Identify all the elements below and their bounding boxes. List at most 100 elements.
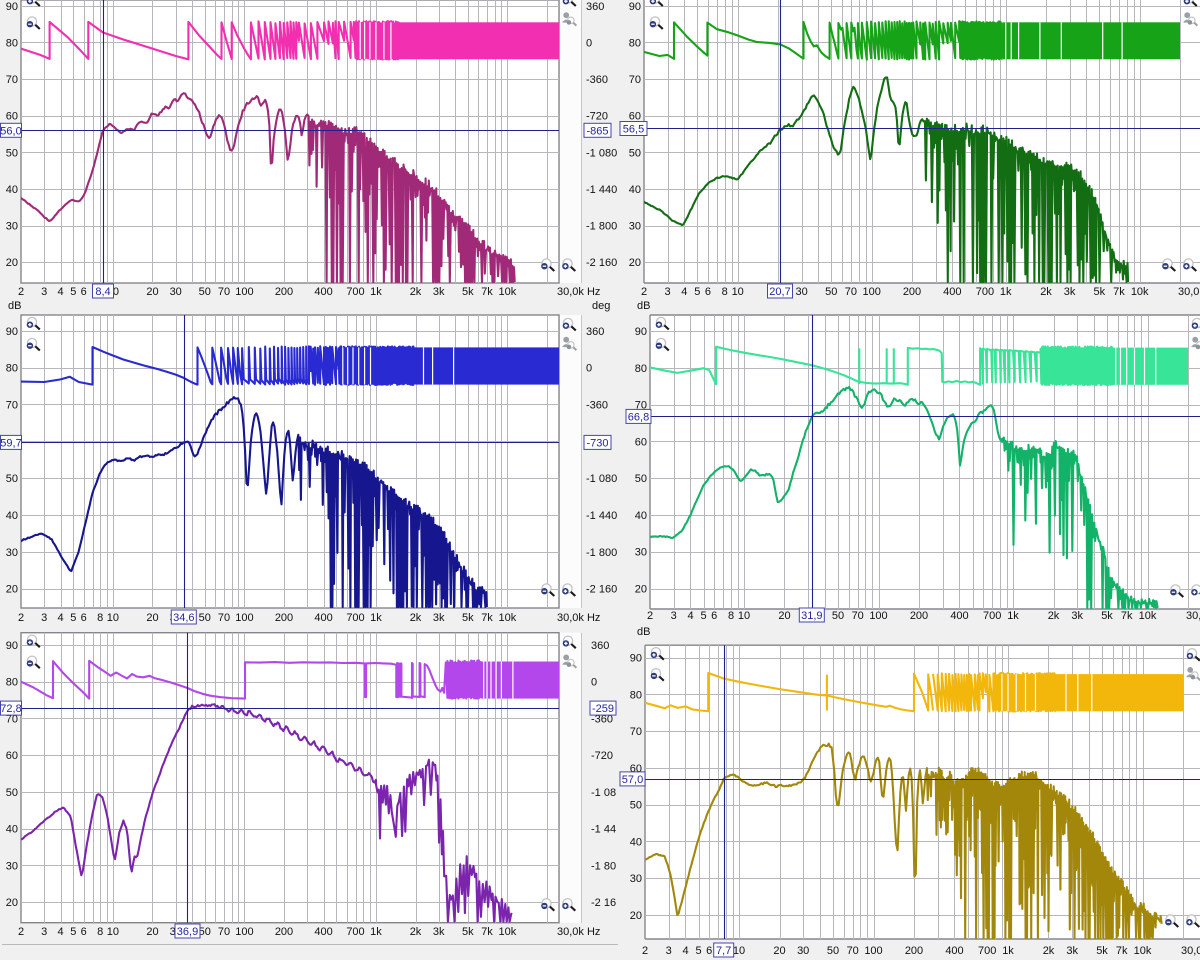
svg-text:90: 90 [6,326,18,338]
svg-text:70: 70 [629,74,641,86]
svg-text:400: 400 [943,286,961,298]
svg-text:2: 2 [18,926,24,938]
svg-text:100: 100 [869,610,887,622]
svg-text:70: 70 [6,400,18,412]
svg-text:50: 50 [832,610,844,622]
svg-text:30: 30 [630,873,642,885]
svg-text:6: 6 [81,926,87,938]
svg-text:80: 80 [629,37,641,49]
svg-text:dB: dB [637,626,650,638]
svg-text:2: 2 [18,286,24,298]
svg-text:50: 50 [6,473,18,485]
svg-text:3: 3 [666,945,672,957]
svg-text:59,7: 59,7 [0,437,21,449]
svg-text:20: 20 [773,945,785,957]
svg-text:4: 4 [687,610,693,622]
svg-text:-2 16: -2 16 [591,897,616,909]
svg-text:-360: -360 [591,713,613,725]
svg-text:4: 4 [58,926,64,938]
svg-text:3k: 3k [433,926,445,938]
svg-text:10k: 10k [499,612,517,624]
svg-text:-865: -865 [586,125,608,137]
svg-text:700: 700 [346,286,364,298]
svg-text:50: 50 [6,787,18,799]
svg-text:90: 90 [6,1,18,13]
svg-text:2k: 2k [410,926,422,938]
svg-text:8: 8 [728,610,734,622]
svg-text:10k: 10k [1131,286,1149,298]
svg-text:20,7: 20,7 [769,286,790,298]
svg-text:6: 6 [81,286,87,298]
svg-text:70: 70 [218,286,230,298]
svg-text:3k: 3k [1064,286,1076,298]
svg-text:-2 160: -2 160 [586,584,617,596]
svg-text:400: 400 [950,610,968,622]
svg-text:90: 90 [6,640,18,652]
svg-text:6: 6 [705,286,711,298]
svg-text:70: 70 [6,74,18,86]
svg-text:56,5: 56,5 [623,124,644,136]
svg-text:30,0k Hz: 30,0k Hz [557,286,600,298]
svg-text:70: 70 [847,945,859,957]
svg-text:100: 100 [863,286,881,298]
svg-text:3: 3 [41,286,47,298]
svg-text:80: 80 [6,677,18,689]
svg-text:-1 440: -1 440 [586,510,617,522]
svg-text:30: 30 [629,221,641,233]
svg-text:400: 400 [314,612,332,624]
svg-text:66,8: 66,8 [628,411,649,423]
svg-text:40: 40 [6,824,18,836]
svg-text:90: 90 [635,326,647,338]
svg-text:400: 400 [945,945,963,957]
svg-text:50: 50 [6,147,18,159]
svg-text:700: 700 [346,926,364,938]
svg-text:70: 70 [852,610,864,622]
svg-text:10: 10 [732,286,744,298]
svg-text:2k: 2k [410,286,422,298]
svg-text:5: 5 [70,612,76,624]
svg-text:dB: dB [637,300,650,312]
svg-text:200: 200 [910,610,928,622]
svg-text:3k: 3k [433,612,445,624]
svg-text:70: 70 [6,713,18,725]
svg-text:2: 2 [18,612,24,624]
svg-text:-1 440: -1 440 [586,184,617,196]
svg-text:60: 60 [6,750,18,762]
svg-text:8: 8 [722,286,728,298]
svg-text:5: 5 [700,610,706,622]
svg-text:30: 30 [6,221,18,233]
svg-text:90: 90 [629,1,641,13]
svg-text:-1 44: -1 44 [591,824,616,836]
svg-text:31,9: 31,9 [801,610,822,622]
svg-text:2: 2 [641,286,647,298]
svg-text:20: 20 [6,257,18,269]
svg-text:40: 40 [629,184,641,196]
svg-text:400: 400 [314,286,332,298]
svg-text:10k: 10k [499,926,517,938]
svg-text:-730: -730 [586,437,608,449]
svg-text:200: 200 [275,286,293,298]
svg-text:20: 20 [146,926,158,938]
svg-text:360: 360 [591,640,609,652]
svg-text:100: 100 [235,926,253,938]
svg-text:20: 20 [146,286,158,298]
svg-text:50: 50 [199,286,211,298]
svg-text:5: 5 [70,286,76,298]
svg-text:2k: 2k [1040,286,1052,298]
svg-text:30: 30 [6,860,18,872]
svg-text:10: 10 [107,612,119,624]
svg-text:8,4: 8,4 [95,286,110,298]
svg-text:200: 200 [905,945,923,957]
svg-text:80: 80 [6,37,18,49]
svg-text:10k: 10k [1134,945,1152,957]
svg-text:70: 70 [635,400,647,412]
svg-text:70: 70 [630,726,642,738]
svg-text:-1 800: -1 800 [586,221,617,233]
svg-text:0: 0 [586,363,592,375]
svg-text:30: 30 [797,945,809,957]
svg-text:-720: -720 [586,111,608,123]
svg-text:2k: 2k [410,612,422,624]
svg-text:3k: 3k [1071,610,1083,622]
svg-text:5k: 5k [1096,945,1108,957]
svg-text:60: 60 [6,111,18,123]
